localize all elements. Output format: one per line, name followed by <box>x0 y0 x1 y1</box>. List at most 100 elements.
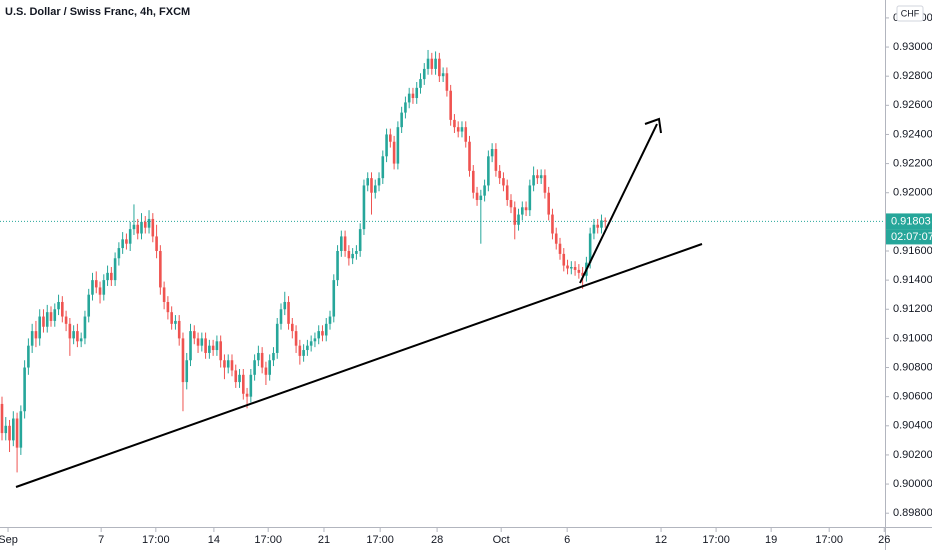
candle-body <box>513 207 517 225</box>
candle-body <box>524 207 528 211</box>
candle-body <box>347 250 351 259</box>
candle-body <box>475 192 479 201</box>
candle-body <box>132 224 136 230</box>
candle-body <box>42 316 45 327</box>
candle-body <box>404 102 407 113</box>
y-tick-label: 0.91200 <box>893 303 932 315</box>
candle-body <box>64 316 68 324</box>
candle-body <box>159 250 162 288</box>
candle-body <box>57 301 60 310</box>
candle-body <box>211 345 215 351</box>
candle-body <box>68 323 72 339</box>
currency-label[interactable]: CHF <box>901 8 920 18</box>
candle-body <box>498 170 501 179</box>
candle-body <box>166 301 170 313</box>
arrow-line <box>579 123 658 284</box>
candle-body <box>340 236 343 251</box>
candle-body <box>283 301 287 310</box>
candle-body <box>366 178 370 186</box>
candle-body <box>362 185 366 230</box>
candle-body <box>321 331 324 336</box>
countdown-label: 02:07:07 <box>891 231 932 243</box>
candle-body <box>8 425 11 441</box>
candle-body <box>355 250 358 254</box>
candle-body <box>468 141 471 171</box>
candle-body <box>128 229 132 244</box>
candle-body <box>456 127 460 132</box>
x-tick-label: 17:00 <box>254 534 282 546</box>
candle-body <box>324 323 328 336</box>
candle-body <box>434 58 437 69</box>
candle-body <box>117 248 121 259</box>
candle-body <box>543 175 547 193</box>
candle-body <box>49 312 53 321</box>
candle-body <box>79 338 83 342</box>
x-tick-label: 17:00 <box>815 534 843 546</box>
candle-body <box>155 236 158 251</box>
candle-body <box>490 149 494 157</box>
candle-body <box>27 345 30 368</box>
candle-body <box>483 185 486 196</box>
candle-body <box>400 112 403 128</box>
candle-body <box>581 272 584 276</box>
candle-body <box>453 119 456 128</box>
candle-body <box>422 68 426 80</box>
chart-title: U.S. Dollar / Swiss Franc, 4h, FXCM <box>5 6 190 18</box>
candles <box>0 49 885 473</box>
x-tick-label: Oct <box>493 534 510 546</box>
candle-body <box>577 269 581 273</box>
currency-box[interactable] <box>896 5 924 22</box>
candle-body <box>532 175 535 186</box>
candle-body <box>351 253 354 259</box>
y-tick-label: 0.91400 <box>893 274 932 286</box>
candle-body <box>306 345 309 351</box>
candle-body <box>373 185 377 193</box>
candle-body <box>509 200 513 208</box>
candle-body <box>215 341 219 351</box>
candle-body <box>358 229 362 251</box>
candle-body <box>113 258 117 281</box>
candle-body <box>170 312 173 324</box>
candle-body <box>53 309 57 321</box>
candle-body <box>15 418 19 448</box>
countdown-box <box>886 229 932 245</box>
candle-body <box>389 134 392 142</box>
candle-body <box>260 352 264 368</box>
candle-body <box>441 73 445 77</box>
y-tick-label: 0.90800 <box>893 361 932 373</box>
x-tick-label: 19 <box>765 534 777 546</box>
y-tick-label: 0.90000 <box>893 478 932 490</box>
candle-body <box>494 149 498 171</box>
candle-body <box>517 214 520 225</box>
candle-body <box>419 79 422 88</box>
candle-body <box>230 360 234 371</box>
candle-body <box>343 236 347 251</box>
candle-body <box>136 224 140 234</box>
candle-body <box>189 331 192 361</box>
candle-body <box>558 243 562 254</box>
candle-body <box>385 134 388 157</box>
candle-body <box>151 218 155 237</box>
candle-body <box>449 90 452 120</box>
candle-body <box>603 220 607 222</box>
candle-body <box>377 178 381 186</box>
x-tick-label: 28 <box>431 534 443 546</box>
candle-body <box>200 338 204 346</box>
candle-body <box>464 127 468 142</box>
candle-body <box>302 350 305 356</box>
candle-body <box>268 360 271 375</box>
candle-body <box>588 233 592 263</box>
candle-body <box>479 195 483 201</box>
candle-body <box>102 280 106 295</box>
candle-body <box>125 239 128 244</box>
y-tick-label: 0.92400 <box>893 128 932 140</box>
candle-body <box>245 393 249 397</box>
candle-body <box>502 178 505 186</box>
candle-body <box>275 323 279 353</box>
y-tick-label: 0.90200 <box>893 449 932 461</box>
candle-body <box>505 185 509 201</box>
candle-body <box>45 312 49 327</box>
candle-body <box>110 272 113 281</box>
